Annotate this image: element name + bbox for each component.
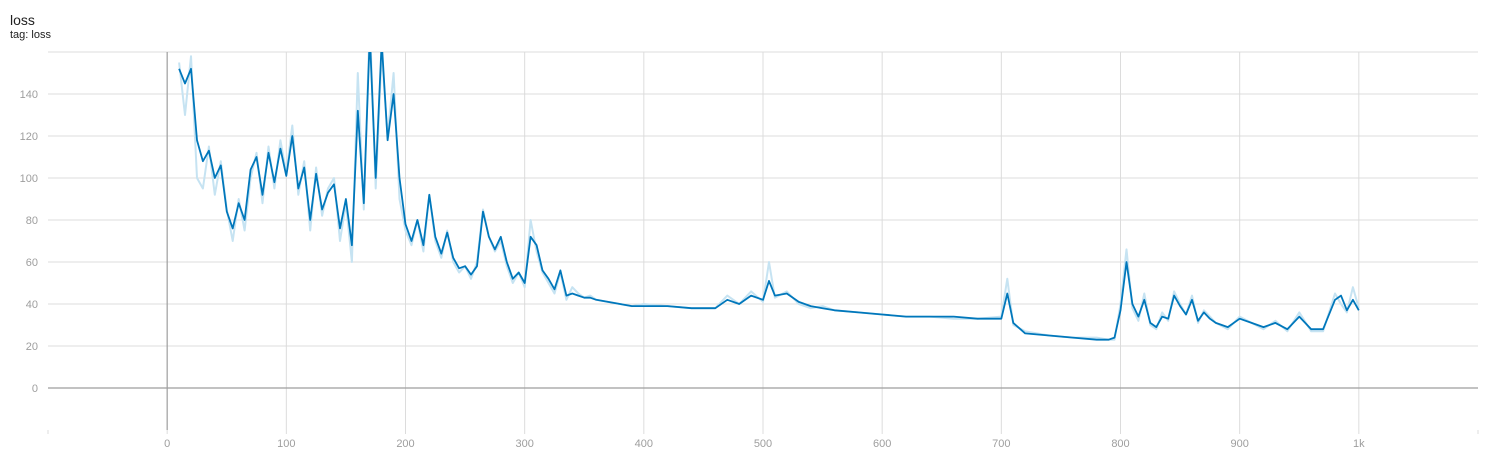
smoothed-loss-series-line: [178, 52, 1360, 341]
x-tick-label: 100: [277, 438, 295, 450]
x-tick-label: 400: [635, 438, 653, 450]
y-tick-label: 80: [26, 215, 38, 227]
x-tick-label: 900: [1230, 438, 1248, 450]
x-tick-label: 800: [1111, 438, 1129, 450]
x-tick-label: 500: [754, 438, 772, 450]
axes: [47, 52, 1479, 434]
y-tick-label: 140: [20, 89, 38, 101]
chart-title: loss: [10, 12, 35, 28]
series-lines: [178, 52, 1360, 341]
y-tick-label: 40: [26, 299, 38, 311]
y-tick-label: 20: [26, 341, 38, 353]
y-tick-label: 0: [32, 383, 38, 395]
y-tick-label: 100: [20, 173, 38, 185]
x-tick-label: 300: [515, 438, 533, 450]
grid-lines: [48, 51, 1478, 430]
tick-labels: 0 20 40 60 80 100 120 140 0 100 200 300 400 500 600 700…: [20, 89, 1365, 450]
x-tick-label: 600: [873, 438, 891, 450]
raw-loss-series-line: [178, 52, 1360, 341]
x-tick-label: 1k: [1353, 438, 1365, 450]
x-tick-label: 700: [992, 438, 1010, 450]
x-tick-label: 0: [164, 438, 170, 450]
chart-tag-label: tag: loss: [10, 29, 51, 41]
x-tick-label: 200: [396, 438, 414, 450]
y-tick-label: 120: [20, 131, 38, 143]
y-tick-label: 60: [26, 257, 38, 269]
